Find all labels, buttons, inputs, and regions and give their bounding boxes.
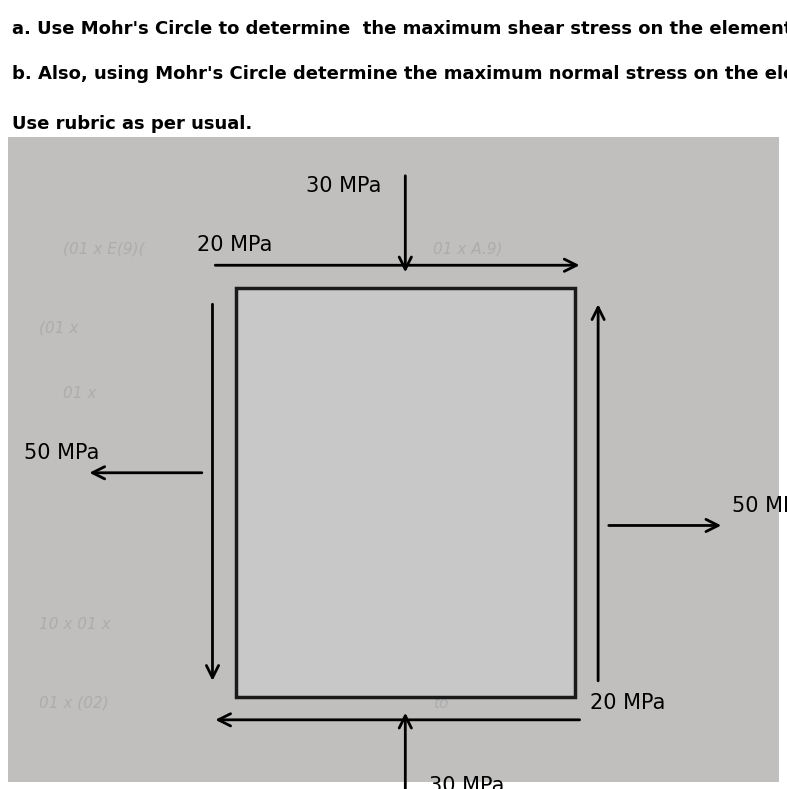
Text: (01 x: (01 x [39,320,79,335]
Text: 50 MPa: 50 MPa [732,495,787,516]
Text: 20 MPa: 20 MPa [197,235,272,256]
Text: 10 x 01 x: 10 x 01 x [39,617,111,632]
Text: 01 x (02): 01 x (02) [39,696,109,711]
Text: Use rubric as per usual.: Use rubric as per usual. [12,114,252,133]
Text: (01 x E(9)(: (01 x E(9)( [63,241,145,256]
Text: 20 MPa: 20 MPa [590,694,666,713]
Text: 01 x: 01 x [63,386,96,402]
Bar [236,288,575,697]
Text: 30 MPa: 30 MPa [429,776,504,789]
Text: T: T [472,386,482,402]
Text: b. Also, using Mohr's Circle determine the maximum normal stress on the element.: b. Also, using Mohr's Circle determine t… [12,65,787,83]
Text: 01 x A.9): 01 x A.9) [433,241,502,256]
Text: 30 MPa: 30 MPa [306,176,382,196]
Text: a. Use Mohr's Circle to determine  the maximum shear stress on the element: a. Use Mohr's Circle to determine the ma… [12,20,787,38]
Text: to: to [433,696,449,711]
Text: 50 MPa: 50 MPa [24,443,99,463]
